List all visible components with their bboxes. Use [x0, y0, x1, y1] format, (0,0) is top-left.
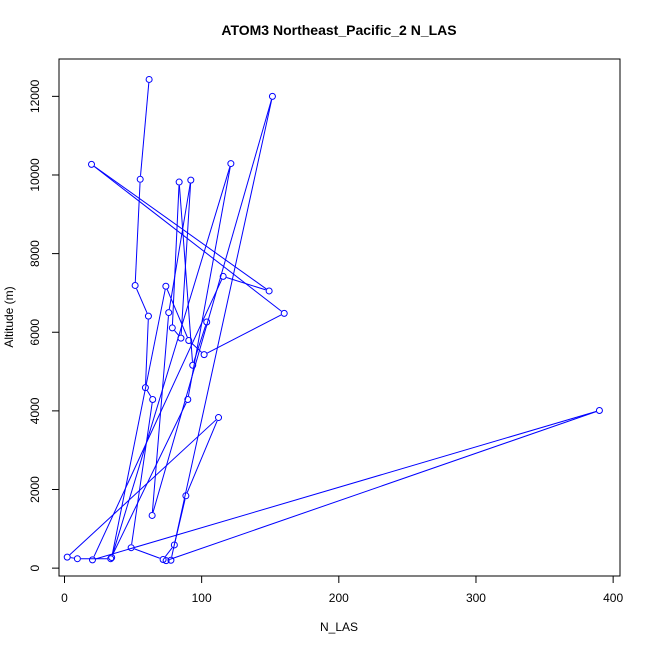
series-line-segment [70, 557, 74, 559]
series-line-segment [151, 316, 169, 513]
series-line-segment [166, 289, 188, 338]
series-line-segment [140, 82, 150, 176]
data-point [200, 351, 208, 359]
series-line-segment [111, 402, 187, 556]
series-line-segment [111, 289, 166, 555]
data-point [184, 395, 192, 403]
data-point [162, 282, 170, 290]
data-point [182, 492, 190, 500]
plot-frame [58, 58, 621, 577]
y-axis: 0 2000 4000 6000 8000 10000 12000 [28, 79, 60, 571]
series-line-segment [134, 548, 160, 559]
y-tick-label: 0 [28, 564, 42, 571]
y-tick-label: 4000 [28, 397, 42, 424]
data-point [136, 175, 144, 183]
series-layer [63, 75, 603, 565]
x-tick-label: 300 [466, 591, 486, 605]
data-point [265, 287, 273, 295]
series-line-segment [193, 325, 207, 363]
data-point [189, 361, 197, 369]
data-point [141, 384, 149, 392]
x-axis-label: N_LAS [320, 620, 358, 634]
series-line-segment [131, 402, 153, 545]
series-line-segment [186, 420, 218, 493]
x-tick-label: 200 [329, 591, 349, 605]
series-line-segment [180, 183, 192, 335]
x-tick-label: 400 [603, 591, 623, 605]
series-line-segment [171, 185, 180, 325]
data-point [215, 414, 223, 422]
data-point [145, 75, 153, 83]
data-point [167, 556, 175, 564]
data-point [177, 334, 185, 342]
series-line-segment [69, 419, 217, 556]
data-point [148, 511, 156, 519]
y-tick-label: 6000 [28, 319, 42, 346]
x-axis: 0 100 200 300 400 [61, 575, 623, 605]
data-point [73, 555, 81, 563]
series-line-segment [145, 319, 149, 385]
x-tick-label: 100 [192, 591, 212, 605]
data-point [175, 178, 183, 186]
data-point [165, 309, 173, 317]
data-point [219, 272, 227, 280]
series-line-segment [174, 330, 180, 336]
series-line-segment [164, 547, 173, 558]
y-tick-label: 8000 [28, 240, 42, 267]
data-point [159, 555, 167, 563]
data-point [107, 555, 115, 563]
data-point [108, 554, 116, 562]
series-line-segment [152, 99, 272, 513]
y-tick-label: 12000 [28, 79, 42, 113]
data-point [280, 309, 288, 317]
data-point [168, 324, 176, 332]
chart-title: ATOM3 Northeast_Pacific_2 N_LAS [221, 22, 456, 38]
series-line-segment [93, 166, 282, 312]
series-line-segment [168, 183, 191, 310]
series-line-segment [134, 182, 141, 282]
data-point [185, 336, 193, 344]
series-line-segment [169, 411, 597, 560]
data-point [162, 557, 170, 565]
series-line-segment [178, 185, 193, 362]
data-point [131, 281, 139, 289]
series-line-segment [146, 390, 152, 397]
data-point [149, 395, 157, 403]
data-point [595, 406, 603, 414]
data-point [170, 541, 178, 549]
series-line-segment [112, 166, 231, 555]
data-point [203, 318, 211, 326]
series-line-segment [95, 410, 597, 560]
series-line-segment [171, 99, 273, 557]
y-tick-label: 10000 [28, 158, 42, 192]
data-point [144, 312, 152, 320]
data-point [227, 160, 235, 168]
x-tick-label: 0 [61, 591, 68, 605]
data-point [127, 544, 135, 552]
data-point [63, 553, 71, 561]
series-line-segment [136, 288, 148, 314]
data-point [187, 176, 195, 184]
series-line-segment [93, 279, 223, 557]
data-point [88, 556, 96, 564]
y-axis-label: Altitude (m) [2, 286, 16, 347]
series-line-segment [207, 314, 282, 354]
y-tick-label: 2000 [28, 476, 42, 503]
series-line-segment [226, 276, 266, 291]
data-point [88, 160, 96, 168]
data-point [268, 92, 276, 100]
series-line-segment [94, 165, 267, 290]
